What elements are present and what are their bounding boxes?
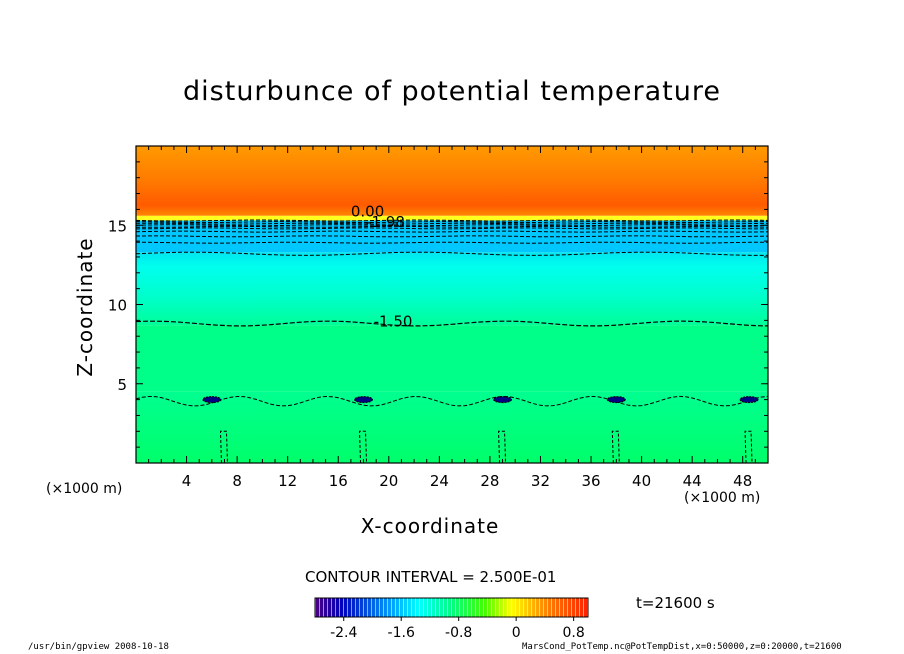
contour-line <box>135 221 768 224</box>
x-tick-label: 48 <box>733 472 752 490</box>
contour-line <box>135 320 769 327</box>
chart-title: disturbunce of potential temperature <box>183 76 721 107</box>
x-tick-label: 24 <box>430 472 449 490</box>
cold-blob <box>739 396 759 404</box>
heatmap-layer <box>136 252 768 326</box>
contour-line <box>135 230 769 233</box>
x-axis-label: X-coordinate <box>360 514 500 538</box>
contour-line <box>135 227 768 230</box>
contour-line <box>135 251 769 256</box>
y-tick-label: 15 <box>108 217 127 235</box>
y-tick-label: 10 <box>108 297 127 315</box>
x-tick-label: 40 <box>632 472 651 490</box>
heatmap-layer <box>136 325 768 392</box>
x-unit-left: (×1000 m) <box>46 481 123 497</box>
x-tick-label: 8 <box>232 472 242 490</box>
x-tick-label: 28 <box>480 472 499 490</box>
colorbar: -2.4 -1.6 -0.8 0 0.8 <box>314 597 589 641</box>
heatmap-layer <box>136 391 768 463</box>
contour-line <box>135 219 769 222</box>
y-tick-label: 5 <box>117 376 127 394</box>
colorbar-tick-label: 0.8 <box>562 625 584 641</box>
y-axis-label: Z-coordinate <box>73 237 97 377</box>
x-tick-label: 44 <box>683 472 702 490</box>
contour-lines: 0.00-1.98 -1.50 <box>135 203 769 464</box>
contour-line <box>135 395 769 407</box>
cold-blob <box>354 396 374 404</box>
heatmap-layer <box>136 146 768 216</box>
heatmap-layers <box>136 146 768 463</box>
contour-label: 0.00 <box>351 203 384 221</box>
x-tick-label: 36 <box>581 472 600 490</box>
colorbar-tick-label: 0 <box>512 625 521 641</box>
x-tick-label: 12 <box>278 472 297 490</box>
colorbar-tick-label: -0.8 <box>445 625 472 641</box>
plume-contour <box>611 430 620 464</box>
plume-contour <box>359 430 368 464</box>
x-tick-label: 4 <box>182 472 192 490</box>
cold-blob <box>493 396 513 404</box>
contour-line <box>135 225 769 228</box>
contour-interval-label: CONTOUR INTERVAL = 2.500E-01 <box>305 568 557 586</box>
contour-line <box>135 222 769 225</box>
colorbar-frame <box>314 597 589 618</box>
plume-contour <box>744 430 753 464</box>
contour-line <box>136 241 768 244</box>
contour-label: -1.98 <box>366 213 405 231</box>
heatmap-layer <box>136 215 768 221</box>
x-tick-label: 16 <box>329 472 348 490</box>
x-unit-right: (×1000 m) <box>684 490 761 506</box>
colorbar-stripes <box>315 598 588 617</box>
time-label: t=21600 s <box>636 594 715 612</box>
plume-contour <box>219 430 228 464</box>
colorbar-tick-label: -1.6 <box>388 625 415 641</box>
contour-label: -1.50 <box>374 313 413 331</box>
x-tick-label: 32 <box>531 472 550 490</box>
cold-blob <box>202 396 222 404</box>
footer-right: MarsCond_PotTemp.nc@PotTempDist,x=0:5000… <box>522 642 842 652</box>
footer-left: /usr/bin/gpview 2008-10-18 <box>28 642 169 652</box>
colorbar-tick-label: -2.4 <box>330 625 357 641</box>
x-tick-label: 20 <box>379 472 398 490</box>
contour-line <box>136 235 769 238</box>
contour-line <box>135 224 769 227</box>
cold-blob <box>606 396 626 404</box>
plume-contour <box>498 430 507 464</box>
